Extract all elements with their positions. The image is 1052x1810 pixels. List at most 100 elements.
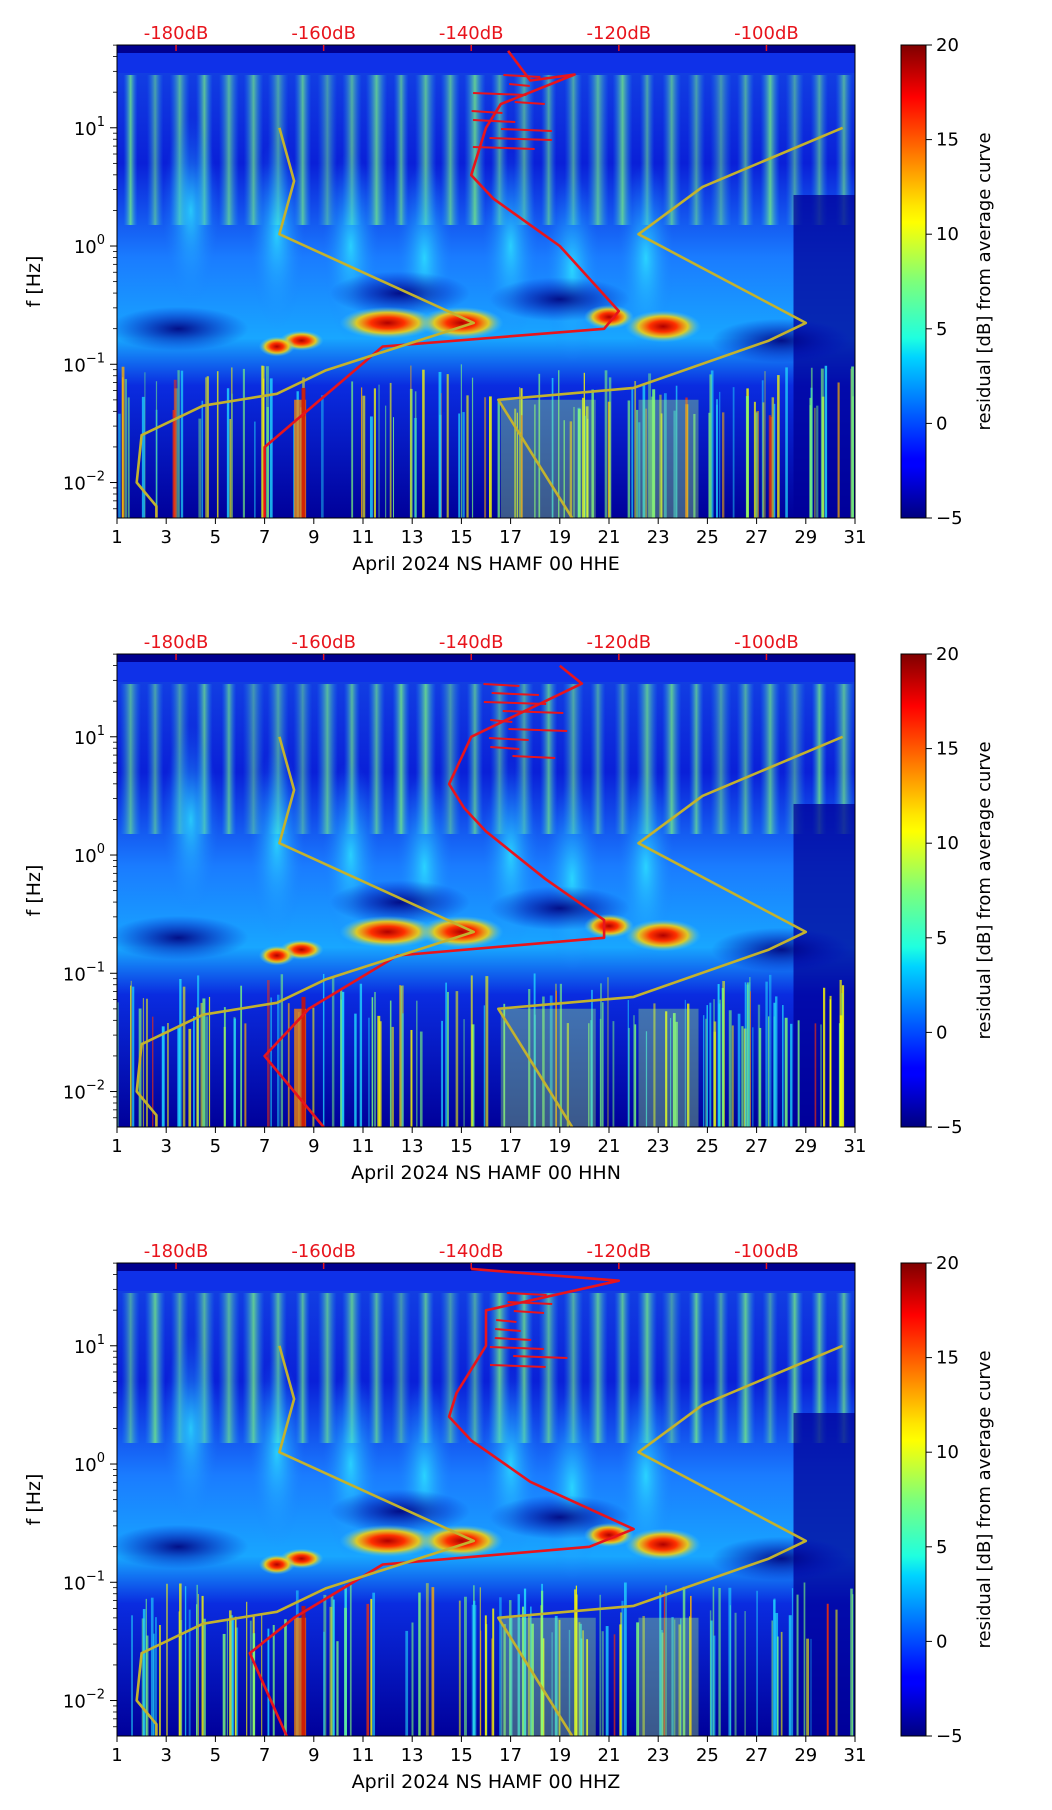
low-freq-streak [538, 373, 541, 518]
storm-hotspot [258, 945, 295, 966]
low-freq-streak [179, 1583, 182, 1736]
low-freq-streak [659, 1592, 662, 1736]
low-freq-streak [665, 1011, 668, 1127]
low-freq-streak [399, 985, 401, 1127]
low-freq-streak [621, 1600, 624, 1736]
low-freq-streak [671, 1616, 674, 1736]
low-freq-streak [142, 1609, 146, 1736]
low-freq-streak [555, 983, 557, 1127]
low-freq-streak [780, 1631, 783, 1736]
x-tick-label: 3 [160, 1136, 171, 1157]
colorbar-tick-label: 15 [936, 130, 959, 151]
low-freq-streak [563, 420, 565, 518]
daily-stripe [464, 75, 486, 225]
low-freq-streak [706, 1005, 708, 1127]
x-tick-label: 9 [308, 1745, 319, 1766]
low-freq-streak [719, 391, 721, 518]
low-freq-streak [829, 995, 832, 1127]
low-freq-streak [447, 991, 449, 1127]
average-psd-curve [509, 83, 530, 87]
daily-stripe [541, 75, 557, 225]
low-freq-streak [534, 404, 536, 518]
low-freq-streak [203, 1618, 206, 1736]
low-freq-streak [230, 1615, 234, 1736]
low-freq-streak [731, 1025, 734, 1127]
low-freq-streak [516, 412, 518, 518]
low-freq-streak [201, 1595, 204, 1736]
low-freq-streak [173, 379, 177, 518]
low-freq-streak [820, 1024, 822, 1127]
low-freq-streak [675, 385, 678, 518]
spectrogram-plot-area [117, 1263, 855, 1736]
low-freq-streak [321, 395, 324, 518]
low-freq-streak [161, 1026, 165, 1127]
low-freq-event [638, 1008, 699, 1127]
low-freq-streak [205, 1016, 209, 1127]
x-tick-label: 3 [160, 527, 171, 548]
low-freq-streak [503, 1003, 506, 1127]
low-freq-streak [661, 1630, 663, 1736]
low-freq-streak [179, 978, 182, 1127]
y-tick-label: 10−2 [63, 1688, 105, 1713]
x-tick-label: 25 [696, 1136, 719, 1157]
low-freq-streak [642, 383, 646, 518]
y-axis-label: f [Hz] [23, 1474, 45, 1526]
low-energy-patch [711, 927, 852, 972]
low-freq-streak [455, 991, 459, 1127]
daily-stripe [614, 684, 631, 834]
daily-stripe [146, 75, 164, 225]
low-freq-streak [155, 381, 158, 518]
panel-2: 1 3 5 7 9 11 13 15 17 19 21 23 25 27 29 3110110010−110−… [23, 632, 995, 1184]
low-freq-streak [705, 1018, 707, 1127]
low-freq-streak [744, 1611, 746, 1736]
low-freq-streak [231, 367, 233, 518]
low-freq-streak [582, 1630, 584, 1736]
storm-hotspot [584, 304, 634, 329]
top-db-tick-label: -100dB [734, 632, 799, 653]
low-freq-streak [557, 370, 560, 518]
low-freq-streak [634, 381, 637, 518]
average-psd-curve [489, 1364, 546, 1368]
low-freq-streak [265, 366, 269, 518]
low-freq-streak [378, 384, 380, 518]
low-freq-streak [419, 1031, 423, 1127]
low-freq-streak [150, 1597, 154, 1736]
low-freq-streak [803, 1582, 806, 1736]
x-tick-label: 15 [450, 527, 473, 548]
low-freq-streak [810, 367, 813, 518]
low-freq-streak [340, 989, 343, 1127]
x-tick-label: 29 [794, 1745, 817, 1766]
daily-stripe [689, 684, 704, 834]
daily-stripe [760, 75, 780, 225]
low-freq-streak [206, 376, 209, 518]
low-freq-streak [322, 973, 325, 1127]
low-freq-streak [631, 389, 634, 518]
top-db-tick-label: -120dB [587, 23, 652, 44]
daily-stripe [538, 1293, 559, 1443]
colorbar-tick-label: 10 [936, 833, 959, 854]
low-freq-streak [591, 389, 594, 518]
daily-stripe [590, 684, 606, 834]
high-freq-band [117, 662, 855, 682]
low-freq-streak [837, 382, 840, 518]
x-tick-label: 17 [499, 1745, 522, 1766]
x-tick-label: 1 [111, 527, 122, 548]
average-psd-curve [472, 119, 516, 123]
low-freq-streak [549, 995, 553, 1127]
daily-stripe [833, 684, 855, 834]
low-freq-streak [814, 1023, 817, 1127]
low-freq-streak [749, 977, 751, 1127]
noise-model-curve [135, 1344, 844, 1736]
low-freq-streak [234, 1616, 237, 1736]
x-tick-label: 21 [598, 527, 621, 548]
y-tick-label: 101 [74, 115, 105, 140]
low-freq-streak [208, 996, 211, 1127]
low-freq-streak [573, 406, 575, 518]
low-energy-patch [117, 915, 249, 960]
x-tick-label: 19 [548, 527, 571, 548]
colorbar-tick-label: 20 [936, 35, 959, 56]
daily-stripe [121, 1293, 140, 1443]
low-freq-streak [416, 1000, 418, 1127]
x-tick-label: 13 [401, 1136, 424, 1157]
average-psd-curve [483, 683, 520, 687]
